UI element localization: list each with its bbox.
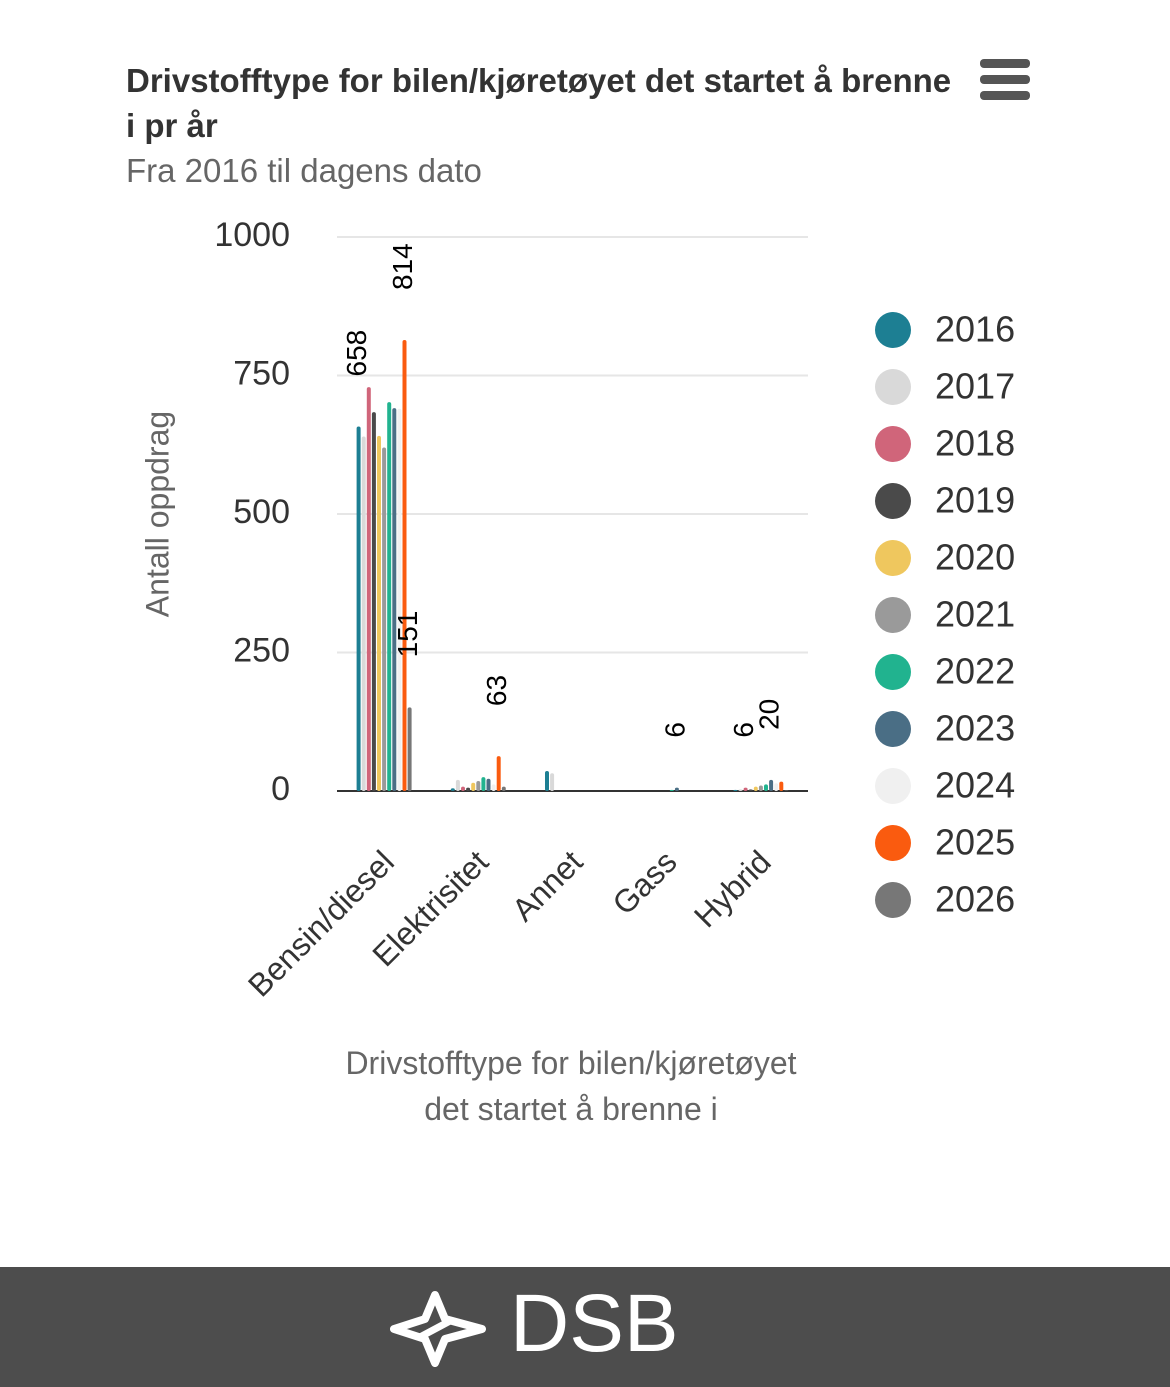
legend-label: 2021	[935, 594, 1015, 635]
bar	[779, 781, 784, 791]
bar	[743, 787, 748, 791]
footer: DSB	[0, 1267, 1170, 1387]
data-label: 20	[753, 699, 784, 730]
bar	[550, 773, 555, 791]
menu-line	[980, 75, 1030, 84]
bar	[377, 435, 381, 791]
logo-icon	[390, 1291, 486, 1367]
legend-swatch	[875, 312, 911, 348]
bar	[774, 783, 779, 791]
bar	[402, 340, 407, 791]
bar	[753, 786, 758, 791]
y-axis-title: Antall oppdrag	[139, 411, 175, 617]
bar	[397, 408, 402, 791]
y-tick-label: 0	[271, 770, 290, 808]
y-tick-label: 500	[233, 493, 290, 531]
bar	[476, 781, 481, 791]
bar	[669, 789, 674, 791]
bar	[748, 789, 753, 791]
bar	[361, 436, 366, 791]
legend-label: 2020	[935, 537, 1015, 578]
legend-swatch	[875, 483, 911, 519]
bar	[371, 412, 376, 791]
legend-label: 2019	[935, 480, 1015, 521]
bar	[501, 786, 506, 791]
bar	[486, 778, 491, 791]
menu-line	[980, 59, 1030, 68]
bar	[461, 786, 465, 791]
data-label: 6	[728, 722, 759, 738]
legend-label: 2022	[935, 651, 1015, 692]
bar	[545, 771, 549, 791]
bar	[738, 789, 743, 791]
legend-swatch	[875, 597, 911, 633]
y-tick-label: 250	[233, 631, 290, 669]
data-label: 63	[481, 675, 512, 706]
bar	[356, 426, 361, 791]
bar	[366, 387, 371, 791]
chart-subtitle: Fra 2016 til dagens dato	[126, 152, 482, 189]
bar	[758, 785, 763, 791]
legend-label: 2016	[935, 309, 1015, 350]
legend-swatch	[875, 882, 911, 918]
x-tick-label: Annet	[505, 843, 590, 928]
bar	[674, 787, 679, 791]
bar	[471, 782, 476, 791]
legend-swatch	[875, 426, 911, 462]
legend-label: 2023	[935, 708, 1015, 749]
data-label: 658	[341, 330, 372, 377]
bar	[455, 779, 460, 791]
bar	[466, 787, 471, 791]
bar	[387, 402, 392, 791]
legend-label: 2026	[935, 879, 1015, 920]
bar	[784, 790, 789, 791]
legend-swatch	[875, 540, 911, 576]
menu-button[interactable]	[980, 59, 1030, 100]
legend-label: 2018	[935, 423, 1015, 464]
y-tick-label: 1000	[214, 216, 290, 254]
x-tick-label: Gass	[605, 843, 683, 921]
bar	[481, 777, 486, 791]
bar	[496, 756, 501, 791]
legend-label: 2025	[935, 822, 1015, 863]
x-axis-title: Drivstofftype for bilen/kjøretøyet det s…	[345, 1045, 797, 1127]
bar	[764, 784, 768, 791]
bar	[392, 408, 397, 791]
legend-swatch	[875, 369, 911, 405]
bar	[407, 707, 412, 791]
legend-label: 2024	[935, 765, 1015, 806]
data-label: 814	[387, 243, 418, 290]
x-tick-label: Bensin/diesel	[241, 843, 401, 1003]
data-label: 151	[392, 611, 423, 658]
x-tick-label: Hybrid	[687, 843, 778, 934]
legend-swatch	[875, 711, 911, 747]
bar	[382, 447, 387, 791]
data-label: 6	[659, 722, 690, 738]
legend-swatch	[875, 825, 911, 861]
bar	[733, 789, 738, 791]
y-tick-label: 750	[233, 354, 290, 392]
brand-name: DSB	[510, 1278, 679, 1369]
bar	[491, 784, 496, 791]
bar	[769, 779, 774, 791]
bar	[450, 788, 455, 791]
legend-swatch	[875, 768, 911, 804]
menu-line	[980, 91, 1030, 100]
chart-title: Drivstofftype for bilen/kjøretøyet det s…	[126, 62, 952, 144]
legend-label: 2017	[935, 366, 1015, 407]
legend-swatch	[875, 654, 911, 690]
